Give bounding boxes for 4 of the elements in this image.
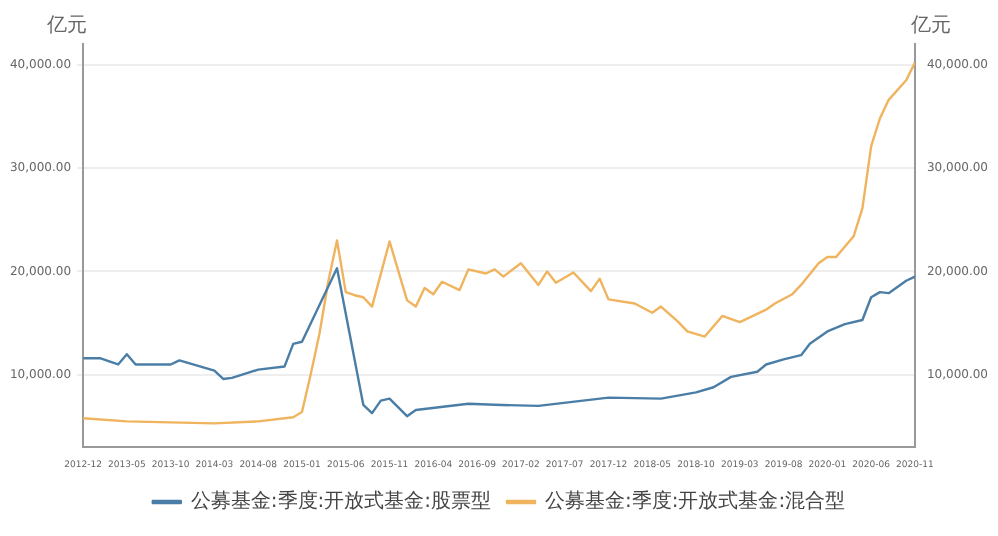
y2-axis-title: 亿元 (908, 15, 951, 38)
legend-label: 公募基金:季度:开放式基金:混合型 (545, 489, 846, 514)
legend-label: 公募基金:季度:开放式基金:股票型 (190, 489, 491, 514)
y-axis-title: 亿元 (45, 15, 88, 38)
